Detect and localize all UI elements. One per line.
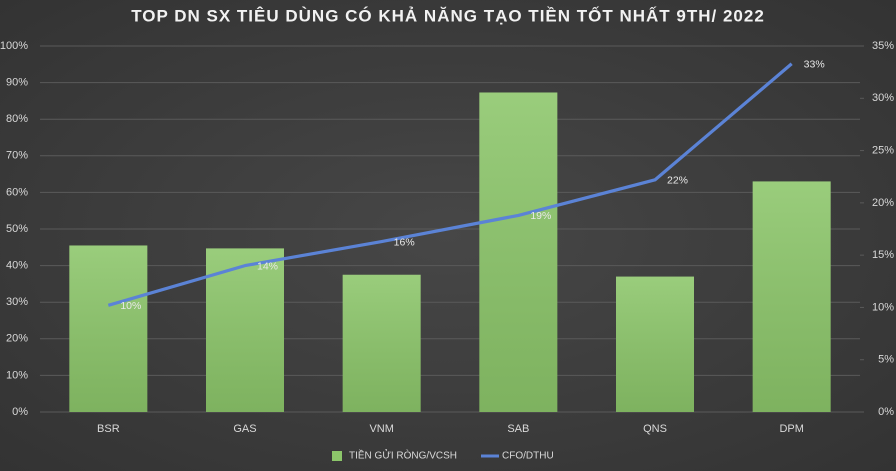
data-label: 10% xyxy=(120,300,141,312)
x-tick-label: VNM xyxy=(369,423,393,435)
y-tick-label: 10% xyxy=(6,369,28,381)
y-tick-label: 20% xyxy=(6,333,28,345)
y2-tick-label: 10% xyxy=(872,301,894,313)
y2-tick-label: 5% xyxy=(878,354,894,366)
data-label: 14% xyxy=(257,260,278,272)
data-label: 16% xyxy=(394,236,415,248)
x-tick-label: GAS xyxy=(233,423,256,435)
chart-title: TOP DN SX TIÊU DÙNG CÓ KHẢ NĂNG TẠO TIỀN… xyxy=(131,5,765,25)
y-tick-label: 80% xyxy=(6,113,28,125)
y-tick-label: 90% xyxy=(6,77,28,89)
x-tick-label: DPM xyxy=(779,423,803,435)
x-tick-label: QNS xyxy=(643,423,667,435)
y2-tick-label: 35% xyxy=(872,40,894,52)
bar-shade xyxy=(752,181,831,412)
y-tick-label: 50% xyxy=(6,223,28,235)
y-tick-label: 70% xyxy=(6,150,28,162)
y-tick-label: 100% xyxy=(0,40,28,52)
y2-tick-label: 25% xyxy=(872,144,894,156)
bar-shade xyxy=(479,92,558,413)
data-label: 19% xyxy=(530,210,551,222)
bar-shade xyxy=(206,248,284,412)
line xyxy=(107,62,793,307)
data-label: 22% xyxy=(667,175,688,187)
data-label: 33% xyxy=(804,59,825,71)
y-tick-label: 30% xyxy=(6,296,28,308)
legend-swatch xyxy=(332,451,342,461)
y2-tick-label: 20% xyxy=(872,197,894,209)
x-tick-label: BSR xyxy=(97,423,120,435)
legend-label: TIỀN GỬI RÒNG/VCSH xyxy=(349,449,457,462)
y-tick-label: 40% xyxy=(6,260,28,272)
bar-shade xyxy=(69,245,148,412)
y2-tick-label: 30% xyxy=(872,92,894,104)
y-tick-label: 60% xyxy=(6,186,28,198)
y2-tick-label: 0% xyxy=(878,406,894,418)
legend-label: CFO/DTHU xyxy=(502,451,554,462)
y-tick-label: 0% xyxy=(12,406,28,418)
bar-shade xyxy=(342,274,421,412)
y2-tick-label: 15% xyxy=(872,249,894,261)
bar-shade xyxy=(616,276,694,412)
x-tick-label: SAB xyxy=(507,423,529,435)
